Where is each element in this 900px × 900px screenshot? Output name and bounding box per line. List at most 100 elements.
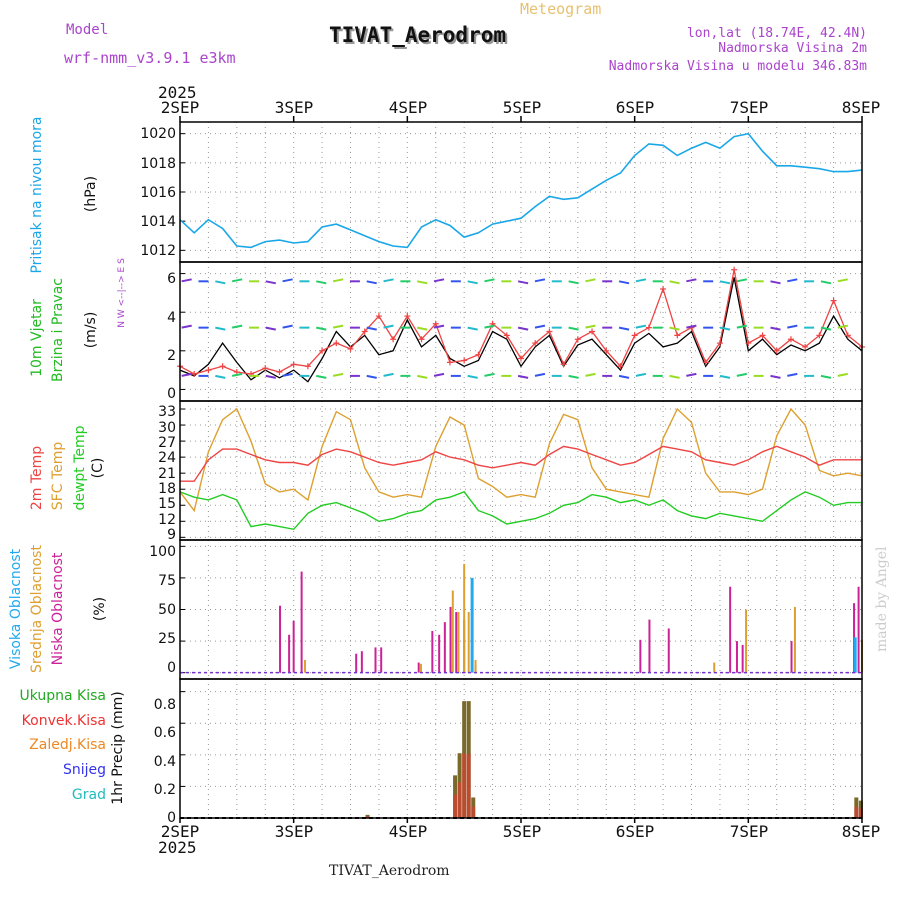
wind-barb [417,280,428,285]
ytick-label: 21 [158,466,176,482]
wind-barb [484,278,495,283]
legend-rain-total: Ukupna Kisa [19,688,106,704]
wind-barb [231,372,243,377]
ytick-label: 12 [158,512,176,528]
pressure-line [179,132,863,249]
cloud-bar [745,609,748,673]
cloud-bar [639,639,642,673]
wind-gust-marker [361,328,368,335]
wind-gust-marker [745,340,752,347]
xtick-label: 3SEP [275,822,314,841]
wind-barb [686,372,697,377]
wind-barb [534,372,546,377]
precip-conv-bar [854,806,859,818]
temp2m-line [180,445,862,482]
ytick-label: 30 [158,420,176,436]
wind-barb [820,374,832,379]
wind-barb [568,326,579,331]
temp-yticks: 9 12 15 18 21 24 27 30 33 [158,404,176,543]
wind-barb [837,324,848,329]
wind-barb [669,326,680,331]
ytick-label: 1016 [140,185,176,201]
wind-gust-marker [560,361,567,368]
cloud-bar [667,628,670,673]
wind-gust-marker [418,336,425,343]
watermark: made by Angel [874,546,890,652]
cloud-bar [713,662,716,673]
x-labels-bottom: 2SEP 3SEP 4SEP 5SEP 6SEP 7SEP 8SEP [161,822,881,841]
xtick-label: 4SEP [389,822,428,841]
legend-rain-conv: Konvek.Kisa [22,713,106,729]
wind-gust-marker [518,355,524,362]
wind-gust-marker [375,313,382,320]
wind-barb [820,326,832,331]
wind-gust-marker [503,332,510,339]
wind-gust-marker [787,336,794,343]
wind-gust-marker [304,363,311,370]
wind-barb [215,374,226,379]
wind-barb [585,324,596,329]
wind-barb [231,278,243,283]
xtick-label: 8SEP [842,98,881,117]
wind-gust-marker [475,351,482,358]
legend-rain-frz: Zaledj.Kisa [29,737,106,753]
wind-gust-marker [702,359,709,366]
wind-gust-marker [432,320,439,327]
pressure-yticks: 1012 1014 1016 1018 1020 [140,126,176,259]
elevation-text: Nadmorska Visina 2m [718,41,867,56]
ytick-label: 75 [158,573,176,589]
wind-barb [467,280,478,285]
precip-conv-bar [457,782,462,818]
cloud-bar [380,647,383,673]
wind-gust-marker [674,332,681,339]
wind-barb [181,324,192,329]
wind-barb [736,324,748,329]
wind-barb [635,278,647,283]
cloud-bar [470,577,474,673]
ytick-label: 27 [158,435,176,451]
cloud-bar [741,644,744,673]
wind-barb [316,374,327,379]
wind-barb [417,374,428,379]
wind-gust-marker [276,369,283,376]
xtick-label: 7SEP [730,98,769,117]
page-title-front: TIVAT_Aerodrom [329,23,506,47]
dewpt-line [179,491,862,531]
legend-grad: Grad [72,787,106,803]
cloud-bar [360,651,363,673]
cloud-bar [857,586,860,673]
wind-barb [332,278,344,283]
sfc-temp-line [179,407,863,513]
cloud-bar [374,647,377,673]
wind-barb [585,278,596,283]
meteogram-subtitle: Meteogram [520,0,601,18]
wind-gust-marker [205,367,212,374]
model-name: wrf-nmm_v3.9.1 e3km [64,49,236,67]
footer-title: TIVAT_Aerodrom [329,863,450,879]
ytick-label: 0.6 [154,725,176,741]
wind-barb [686,324,697,329]
wind-gust-marker [844,332,851,339]
pressure-title: Pritisak na nivou mora [29,116,45,273]
precip-conv-bar [365,816,370,818]
wind-barb [585,372,596,377]
wind-barb [181,278,192,283]
ytick-label: 25 [158,631,176,647]
wind-barb [433,278,445,283]
wind-barb [215,326,226,331]
wind-barb [837,372,848,377]
wind-barb [265,280,276,285]
wind-gust-marker [219,363,226,370]
wind-barb [316,326,327,331]
wind-yticks: 0 2 4 6 [167,271,176,402]
wind-barb [736,278,748,283]
ytick-label: 0.2 [154,782,176,798]
wind-title-1: 10m Vjetar [29,299,45,377]
wind-gust-marker [802,343,809,350]
cloud-bar [648,619,651,673]
lonlat-text: lon,lat (18.74E, 42.4N) [687,26,867,41]
wind-unit: (m/s) [83,312,99,349]
wind-gust-marker [645,324,652,331]
cloud-bar [438,634,441,673]
